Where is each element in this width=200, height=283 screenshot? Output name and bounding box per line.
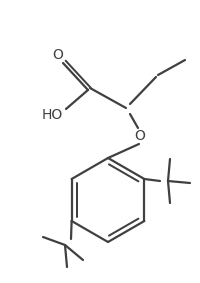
Text: HO: HO <box>41 108 63 122</box>
Text: O: O <box>53 48 63 62</box>
Text: O: O <box>135 129 145 143</box>
